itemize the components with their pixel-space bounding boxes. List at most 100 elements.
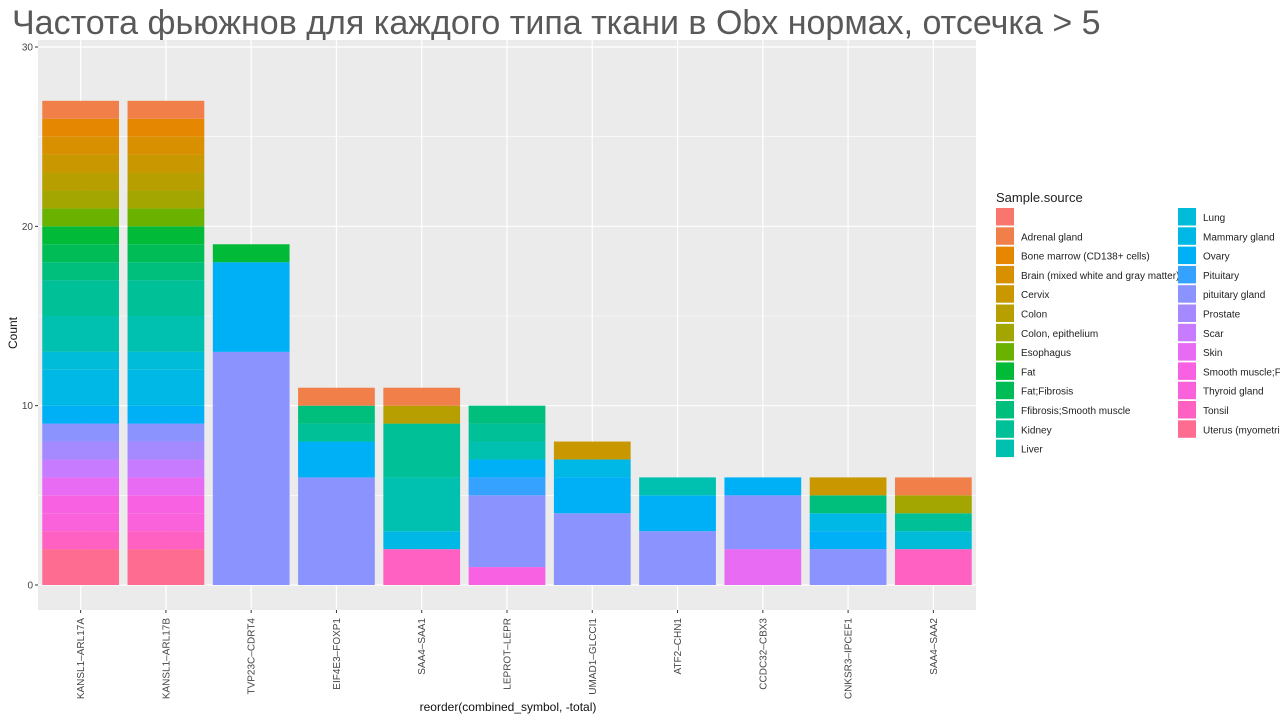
bar-segment (42, 441, 120, 460)
x-tick-label: CNKSR3–IPCEF1 (844, 618, 855, 700)
bar-segment (127, 459, 205, 478)
legend-key (1178, 381, 1196, 400)
y-axis-title: Count (6, 316, 20, 349)
x-tick-label: UMAD1–GLCCI1 (588, 618, 599, 695)
legend-label: Scar (1203, 329, 1224, 340)
bar-segment (127, 244, 205, 263)
legend-label: Ovary (1203, 252, 1230, 263)
x-tick-label: TVP23C–CDRT4 (247, 618, 258, 695)
y-axis: 0 10 20 30 (22, 43, 38, 592)
legend-label: Skin (1203, 348, 1222, 359)
legend-label: Colon (1021, 310, 1047, 321)
bar-segment (809, 531, 887, 550)
bar-segment (127, 118, 205, 137)
x-axis-title: reorder(combined_symbol, -total) (420, 700, 597, 714)
bar-segment (42, 280, 120, 316)
bar-segment (212, 262, 290, 352)
bar-segment (553, 513, 631, 585)
bar-segment (127, 316, 205, 352)
x-tick-label: LEPROT–LEPR (503, 618, 514, 690)
legend-key (996, 343, 1014, 361)
legend-label: Kidney (1021, 425, 1052, 436)
legend-key (996, 304, 1014, 322)
bar-segment (127, 369, 205, 406)
legend-label: Liver (1021, 445, 1043, 456)
bar-segment (42, 531, 120, 550)
bar-segment (894, 477, 972, 496)
bar-segment (894, 549, 972, 585)
bar-segment (298, 387, 375, 406)
legend-key (1178, 362, 1196, 380)
bar-segment (127, 549, 205, 585)
x-tick-label: KANSL1–ARL17A (76, 618, 87, 699)
bar-segment (127, 495, 205, 514)
bar-segment (42, 495, 120, 514)
legend-key (1178, 227, 1196, 245)
bar-segment (468, 567, 546, 585)
bar-segment (42, 100, 120, 119)
bar-segment (127, 405, 205, 424)
legend-key (996, 381, 1014, 400)
bar-segment (383, 531, 461, 550)
legend-key (996, 227, 1014, 245)
bar-segment (212, 244, 290, 263)
legend-key (1178, 246, 1196, 265)
bar-segment (298, 477, 375, 585)
bar-segment (127, 262, 205, 281)
y-tick-label: 30 (22, 43, 34, 54)
bar-segment (553, 477, 631, 514)
bar-segment (639, 495, 716, 532)
bar-segment (383, 405, 461, 424)
legend-key (1178, 208, 1196, 226)
bar-segment (298, 423, 375, 442)
legend-key (996, 285, 1014, 303)
bar-segment (724, 549, 802, 585)
legend-key (1178, 401, 1196, 419)
bar-segment (127, 280, 205, 316)
legend: Adrenal gland Bone marrow (CD138+ cells) B… (996, 208, 1280, 458)
legend-label: pituitary gland (1203, 290, 1265, 301)
legend-key (996, 246, 1014, 265)
bar-segment (809, 495, 887, 514)
legend-key (996, 323, 1014, 342)
legend-key (996, 208, 1014, 226)
y-tick-label: 0 (27, 581, 33, 592)
legend-label: Esophagus (1021, 348, 1071, 359)
legend-label: Prostate (1203, 310, 1241, 321)
legend-label: Smooth muscle;Fa (1203, 367, 1280, 378)
legend-key (1178, 323, 1196, 342)
legend-label: Tonsil (1203, 406, 1229, 417)
legend-label: Mammary gland (1203, 232, 1275, 243)
legend-key (1178, 304, 1196, 322)
legend-label: Brain (mixed white and gray matter) (1021, 271, 1179, 282)
bar-segment (809, 513, 887, 532)
legend-label: Fat (1021, 367, 1036, 378)
legend-key (1178, 285, 1196, 303)
bar-segment (809, 549, 887, 585)
bar-segment (127, 172, 205, 191)
legend-label: Pituitary (1203, 271, 1239, 282)
x-tick-label: CCDC32–CBX3 (758, 618, 769, 690)
bar-segment (42, 172, 120, 191)
legend-key (996, 265, 1014, 284)
bar-segment (383, 549, 461, 585)
bar-segment (127, 154, 205, 173)
bar-segment (42, 262, 120, 281)
bar-segment (127, 441, 205, 460)
bar-segment (42, 118, 120, 137)
bar-segment (127, 100, 205, 119)
bar-segment (809, 477, 887, 496)
bar-segment (383, 477, 461, 532)
bar-segment (468, 405, 546, 424)
legend-key (996, 401, 1014, 419)
bar-segment (42, 208, 120, 227)
bar-segment (212, 351, 290, 585)
bar-segment (639, 531, 716, 585)
legend-label: Adrenal gland (1021, 232, 1083, 243)
bar-segment (42, 154, 120, 173)
bar-segment (42, 369, 120, 406)
bar-segment (298, 405, 375, 424)
bar-segment (42, 423, 120, 442)
bar-segment (298, 441, 375, 478)
